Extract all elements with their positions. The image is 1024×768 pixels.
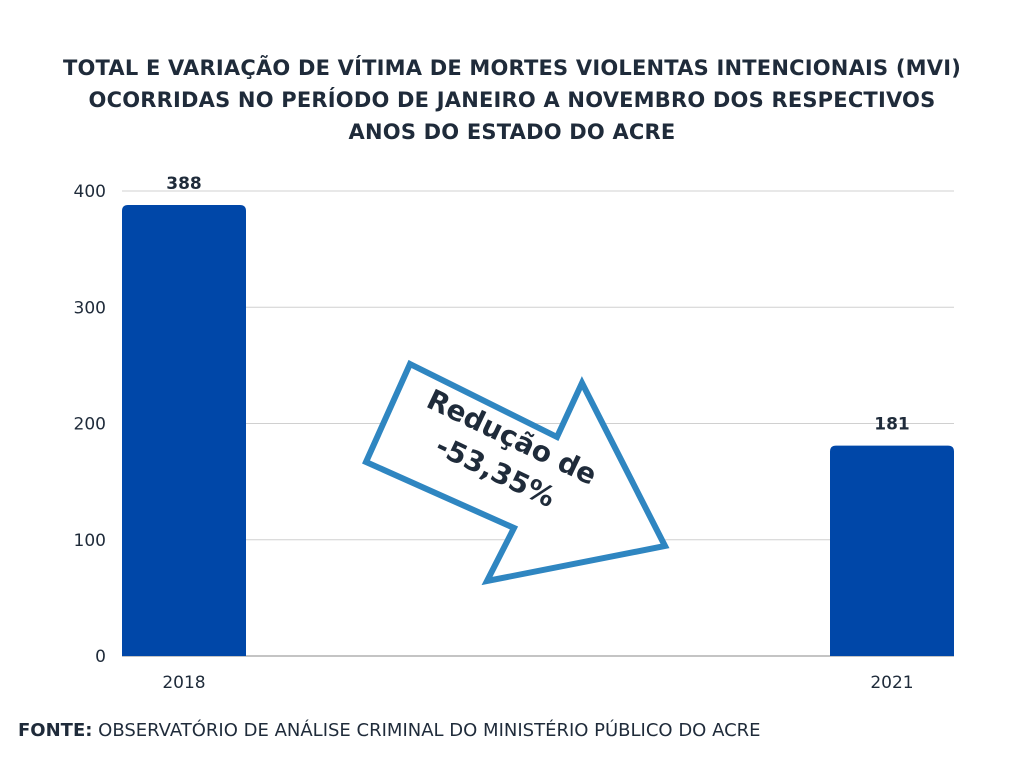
source-footer: FONTE: OBSERVATÓRIO DE ANÁLISE CRIMINAL … bbox=[18, 720, 761, 741]
source-text: OBSERVATÓRIO DE ANÁLISE CRIMINAL DO MINI… bbox=[92, 720, 761, 741]
gridlines bbox=[122, 190, 954, 657]
data-label-2018: 388 bbox=[166, 174, 202, 194]
chart-title-line-3: ANOS DO ESTADO DO ACRE bbox=[348, 120, 676, 144]
bar-2021 bbox=[830, 445, 954, 656]
y-tick-label: 100 bbox=[74, 531, 106, 551]
x-category-label-2021: 2021 bbox=[870, 673, 913, 693]
data-labels: 388 181 bbox=[166, 174, 910, 435]
x-axis-categories: 2018 2021 bbox=[162, 673, 913, 693]
chart-title: TOTAL E VARIAÇÃO DE VÍTIMA DE MORTES VIO… bbox=[40, 52, 984, 148]
y-tick-label: 0 bbox=[95, 647, 106, 667]
y-tick-label: 300 bbox=[74, 298, 106, 318]
y-tick-label: 400 bbox=[74, 182, 106, 202]
down-right-arrow-icon bbox=[362, 359, 670, 586]
data-label-2021: 181 bbox=[874, 415, 910, 435]
reduction-annotation: Redução de -53,35% bbox=[362, 359, 670, 586]
y-tick-label: 200 bbox=[74, 415, 106, 435]
chart-title-line-1: TOTAL E VARIAÇÃO DE VÍTIMA DE MORTES VIO… bbox=[62, 56, 962, 80]
bar-2018 bbox=[122, 204, 246, 656]
bars bbox=[122, 204, 954, 656]
y-axis-ticks: 0 100 200 300 400 bbox=[74, 182, 106, 667]
x-category-label-2018: 2018 bbox=[162, 673, 205, 693]
chart-title-line-2: OCORRIDAS NO PERÍODO DE JANEIRO A NOVEMB… bbox=[88, 88, 936, 112]
source-prefix: FONTE: bbox=[18, 720, 93, 741]
